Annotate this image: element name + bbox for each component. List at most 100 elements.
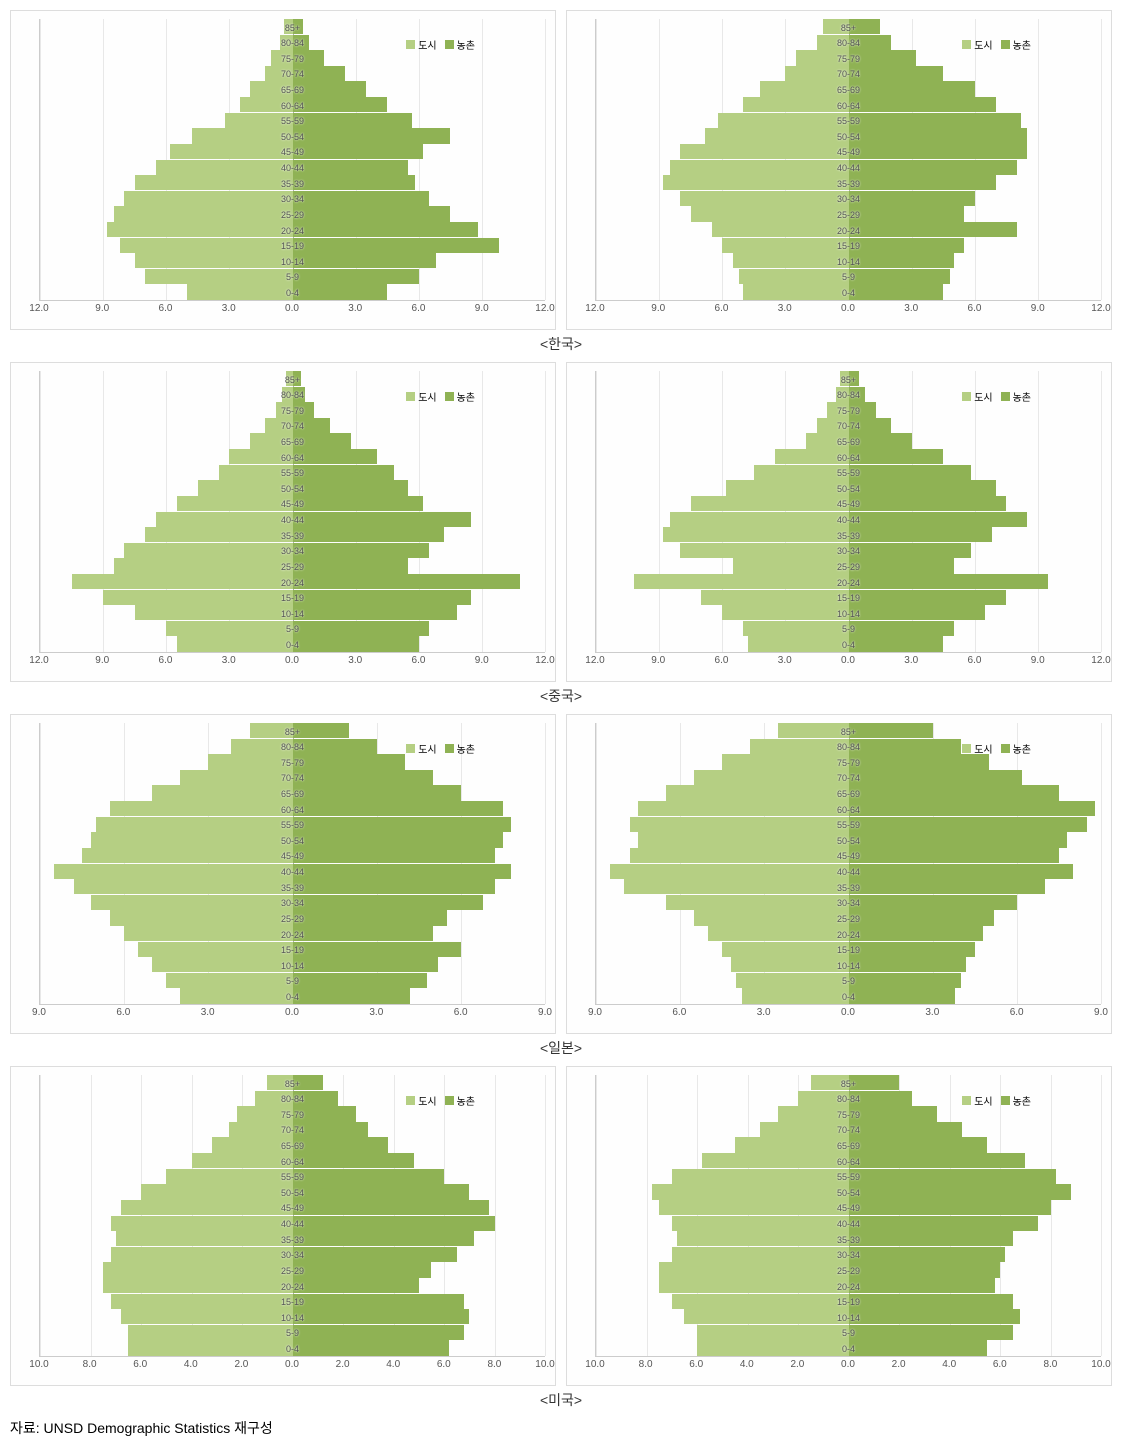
x-tick-label: 3.0 — [757, 1007, 771, 1018]
x-tick-label: 12.0 — [1091, 303, 1110, 314]
age-label: 25-29 — [837, 914, 860, 924]
rural-bar — [849, 66, 944, 81]
urban-bar — [672, 1169, 849, 1184]
urban-bar — [208, 754, 292, 769]
urban-bar — [694, 910, 848, 925]
rural-bar — [293, 480, 409, 495]
urban-bar — [663, 527, 848, 542]
age-label: 10-14 — [281, 961, 304, 971]
legend-item-rural: 농촌 — [445, 389, 475, 404]
age-label: 40-44 — [281, 515, 304, 525]
population-pyramid-panel: 85+80-8475-7970-7465-6960-6455-5950-5445… — [10, 714, 556, 1034]
age-label: 40-44 — [837, 515, 860, 525]
plot-area: 85+80-8475-7970-7465-6960-6455-5950-5445… — [39, 723, 545, 1005]
rural-bar — [849, 926, 984, 941]
age-label: 0-4 — [842, 640, 855, 650]
rural-bar — [293, 97, 388, 112]
x-tick-label: 6.0 — [715, 303, 729, 314]
source-citation: 자료: UNSD Demographic Statistics 재구성 — [10, 1418, 1112, 1438]
rural-bar — [849, 864, 1073, 879]
x-tick-label: 3.0 — [925, 1007, 939, 1018]
urban-bar — [733, 253, 849, 268]
rural-bar — [849, 527, 992, 542]
urban-bar — [170, 144, 292, 159]
age-label: 10-14 — [281, 609, 304, 619]
urban-bar — [74, 879, 293, 894]
urban-bar — [145, 527, 292, 542]
legend: 도시농촌 — [962, 389, 1031, 404]
plot-area: 85+80-8475-7970-7465-6960-6455-5950-5445… — [39, 19, 545, 301]
population-pyramid-panel: 85+80-8475-7970-7465-6960-6455-5950-5445… — [10, 1066, 556, 1386]
age-label: 5-9 — [842, 1328, 855, 1338]
x-tick-label: 10.0 — [1091, 1359, 1110, 1370]
urban-bar — [192, 1153, 293, 1168]
urban-bar — [680, 191, 848, 206]
age-label: 5-9 — [286, 1328, 299, 1338]
x-tick-label: 9.0 — [95, 303, 109, 314]
age-label: 80-84 — [281, 390, 304, 400]
urban-bar — [677, 1231, 849, 1246]
rural-bar — [293, 465, 394, 480]
legend-label-urban: 도시 — [418, 741, 436, 756]
rural-bar — [849, 1200, 1051, 1215]
x-tick-label: 6.0 — [159, 655, 173, 666]
legend-label-urban: 도시 — [418, 1093, 436, 1108]
urban-bar — [702, 1153, 848, 1168]
age-label: 20-24 — [837, 226, 860, 236]
x-tick-label: 2.0 — [234, 1359, 248, 1370]
rural-bar — [293, 206, 451, 221]
age-label: 25-29 — [837, 1266, 860, 1276]
x-tick-label: 0.0 — [285, 655, 299, 666]
x-tick-label: 6.0 — [968, 303, 982, 314]
legend-swatch-urban — [406, 40, 415, 49]
age-label: 75-79 — [837, 406, 860, 416]
age-label: 45-49 — [281, 1203, 304, 1213]
x-tick-label: 0.0 — [285, 1007, 299, 1018]
rural-bar — [849, 160, 1017, 175]
x-tick-label: 3.0 — [904, 655, 918, 666]
x-tick-label: 12.0 — [29, 303, 48, 314]
rural-bar — [849, 1122, 963, 1137]
rural-bar — [849, 739, 961, 754]
legend-swatch-urban — [962, 1096, 971, 1105]
urban-bar — [736, 973, 848, 988]
urban-bar — [166, 973, 292, 988]
x-tick-label: 0.0 — [285, 1359, 299, 1370]
legend-swatch-urban — [406, 392, 415, 401]
legend-swatch-rural — [1001, 744, 1010, 753]
urban-bar — [733, 558, 849, 573]
age-label: 5-9 — [842, 272, 855, 282]
urban-bar — [135, 175, 293, 190]
rural-bar — [849, 817, 1087, 832]
rural-bar — [293, 590, 472, 605]
rural-bar — [849, 222, 1017, 237]
legend-item-urban: 도시 — [962, 741, 992, 756]
urban-bar — [760, 81, 848, 96]
urban-bar — [177, 496, 293, 511]
x-tick-label: 2.0 — [336, 1359, 350, 1370]
urban-bar — [120, 238, 293, 253]
x-tick-label: 3.0 — [222, 655, 236, 666]
rural-bar — [849, 558, 954, 573]
legend-label-rural: 농촌 — [1013, 389, 1031, 404]
rural-bar — [293, 1309, 470, 1324]
x-tick-label: 3.0 — [348, 303, 362, 314]
x-tick-label: 6.0 — [116, 1007, 130, 1018]
rural-bar — [849, 636, 944, 651]
x-tick-label: 2.0 — [892, 1359, 906, 1370]
urban-bar — [128, 1340, 292, 1355]
age-label: 40-44 — [837, 163, 860, 173]
legend-item-rural: 농촌 — [445, 37, 475, 52]
age-label: 25-29 — [281, 914, 304, 924]
urban-bar — [680, 144, 848, 159]
urban-bar — [152, 957, 292, 972]
legend-label-urban: 도시 — [974, 741, 992, 756]
x-tick-label: 8.0 — [487, 1359, 501, 1370]
rural-bar — [293, 832, 503, 847]
x-axis: 9.06.03.00.03.06.09.0 — [39, 1007, 545, 1027]
rural-bar — [849, 1309, 1021, 1324]
rural-bar — [293, 269, 419, 284]
age-label: 10-14 — [281, 1313, 304, 1323]
rural-bar — [849, 496, 1007, 511]
plot-area: 85+80-8475-7970-7465-6960-6455-5950-5445… — [595, 723, 1101, 1005]
